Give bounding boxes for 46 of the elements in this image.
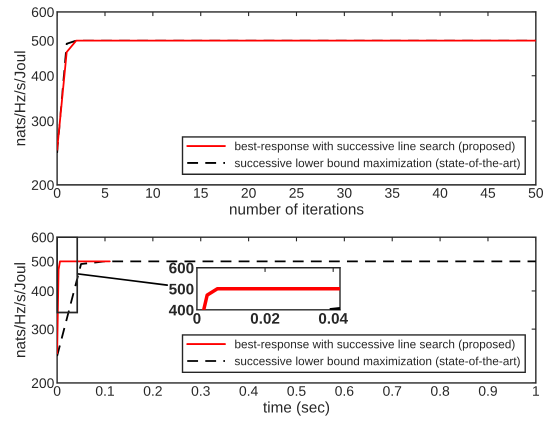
y-tick-label: 200 [32,378,54,388]
x-tick-label: 0.9 [478,386,497,396]
legend-label: successive lower bound maximization (state-of-the-art) [234,158,520,170]
y-axis-title: nats/Hz/s/Joul [14,263,26,357]
x-tick-label: 0 [54,188,60,198]
legend-label: best-response with successive line search (proposed) [235,142,515,153]
legend-label: successive lower bound maximization (state-of-the-art) [234,356,520,368]
y-tick-label: 300 [32,116,54,126]
x-tick-label: 50 [528,188,544,198]
x-tick-label: 45 [480,188,496,198]
x-tick-label: 0.1 [96,386,114,396]
x-tick-label: 5 [102,188,108,198]
x-tick-label: 1 [533,386,540,396]
x-tick-label: 0.6 [335,386,354,396]
y-tick-label: 500 [32,256,54,267]
y-axis-title: nats/Hz/s/Joul [14,51,26,146]
x-tick-label: 0.8 [430,386,450,396]
y-tick-label: 400 [31,286,54,296]
legend-label: best-response with successive line search (proposed) [235,340,515,351]
x-tick-label: 35 [385,188,400,198]
x-tick-label: 0 [193,313,201,324]
y-tick-label: 400 [31,71,54,81]
y-tick-label: 600 [32,232,54,242]
x-tick-label: 0.3 [192,386,210,396]
y-tick-label: 500 [32,36,54,46]
y-tick-label: 400 [168,304,194,316]
x-tick-label: 0.2 [144,386,162,396]
x-tick-label: 30 [337,188,352,198]
y-tick-label: 500 [169,284,194,294]
x-tick-label: 0.4 [240,386,258,396]
y-tick-label: 600 [169,262,194,274]
x-tick-label: 0.04 [318,313,348,324]
x-tick-label: 0 [54,386,60,396]
x-tick-label: 0.5 [287,386,306,396]
x-tick-label: 25 [289,188,304,198]
x-tick-label: 0.02 [250,313,280,324]
x-tick-label: 20 [242,188,256,198]
x-tick-label: 15 [194,188,208,198]
x-tick-label: 0.7 [383,386,402,396]
y-tick-label: 600 [32,7,54,18]
y-tick-label: 300 [32,324,54,334]
x-tick-label: 10 [146,188,160,198]
x-axis-title: number of iterations [230,203,364,215]
y-tick-label: 200 [32,180,54,190]
x-tick-label: 40 [432,188,448,198]
x-axis-title: time (sec) [263,401,330,416]
